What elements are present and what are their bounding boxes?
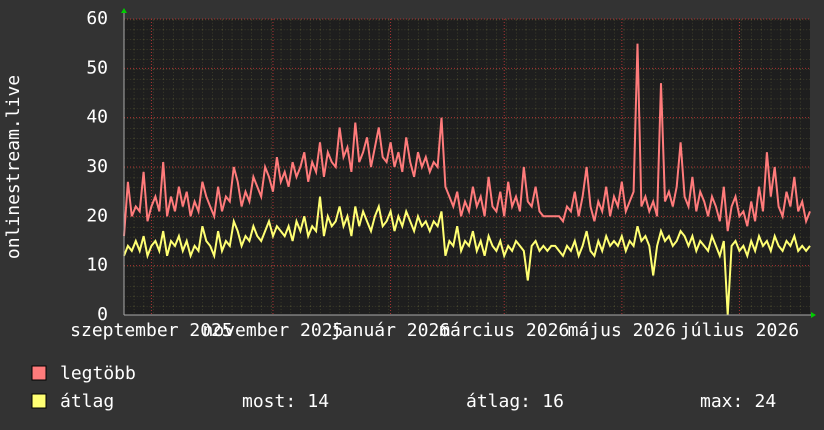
x-tick-label: november 2025 (203, 320, 344, 341)
y-tick-label: 0 (97, 304, 108, 325)
legend-label: átlag (60, 391, 114, 412)
y-tick-label: 10 (86, 255, 108, 276)
stat-value: 14 (307, 391, 329, 412)
x-tick-label: január 2026 (331, 320, 450, 341)
y-tick-label: 50 (86, 57, 108, 78)
y-tick-label: 30 (86, 156, 108, 177)
x-tick-label: május 2026 (568, 320, 676, 341)
legend-label: legtöbb (60, 363, 136, 384)
legend-swatch (31, 365, 47, 381)
axis-arrow (811, 312, 816, 318)
series-line (123, 43, 811, 237)
stat-value: 24 (755, 391, 777, 412)
y-tick-label: 40 (86, 107, 108, 128)
stat-value: 16 (542, 391, 564, 412)
stat-label: átlag: (466, 391, 531, 412)
y-tick-label: 60 (86, 8, 108, 29)
stat-label: max: (700, 391, 743, 412)
y-tick-label: 20 (86, 205, 108, 226)
legend-swatch (31, 393, 47, 409)
x-tick-label: március 2026 (439, 320, 569, 341)
x-tick-label: július 2026 (680, 320, 799, 341)
axis-arrow (121, 8, 127, 13)
stat-label: most: (242, 391, 296, 412)
x-tick-label: szeptember 2025 (70, 320, 233, 341)
y-axis-label: onlinestream.live (3, 75, 24, 259)
series-line (123, 196, 811, 316)
